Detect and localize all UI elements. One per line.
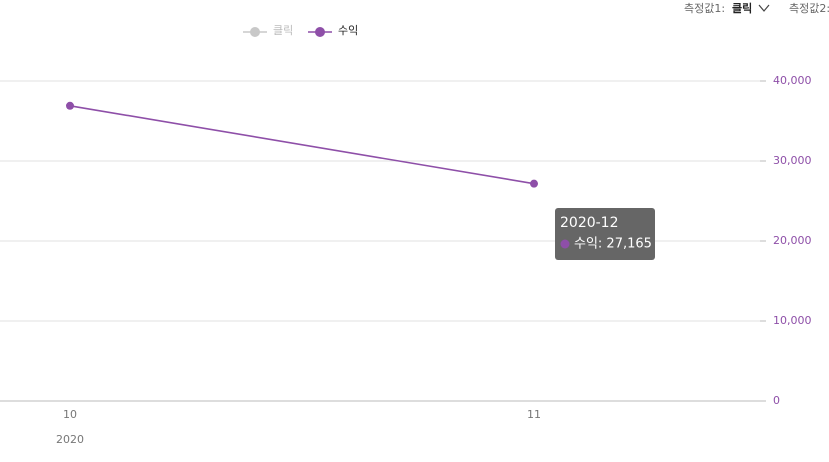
tooltip-box	[555, 208, 655, 260]
point	[66, 101, 74, 110]
y2-tick-label: 40,000	[773, 74, 812, 87]
measure1-label: 측정값1:	[684, 2, 725, 15]
tooltip-title: 2020-12	[560, 215, 619, 231]
measure1-value[interactable]: 클릭	[732, 2, 752, 15]
legend-label[interactable]: 클릭	[273, 24, 293, 37]
tooltip: 2020-12 수익: 27,165	[555, 208, 655, 260]
y2-tick-label: 20,000	[773, 234, 812, 247]
y2-tick-label: 0	[773, 394, 780, 407]
legend-dot	[315, 27, 325, 37]
x-tick-label: 11	[527, 408, 541, 421]
x-group-label: 2020	[56, 433, 84, 446]
x-tick-label: 10	[63, 408, 77, 421]
line	[69, 105, 535, 185]
dropdown-arrow[interactable]	[758, 4, 770, 12]
legend-dot	[250, 27, 260, 37]
y2-tick-label: 10,000	[773, 314, 812, 327]
tooltip-dot	[560, 239, 570, 249]
point	[530, 179, 538, 188]
y2-tick-label: 30,000	[773, 154, 812, 167]
measure2-label: 측정값2:	[789, 2, 829, 15]
legend-label[interactable]: 수익	[338, 24, 358, 37]
tooltip-text: 수익: 27,165	[574, 237, 652, 252]
